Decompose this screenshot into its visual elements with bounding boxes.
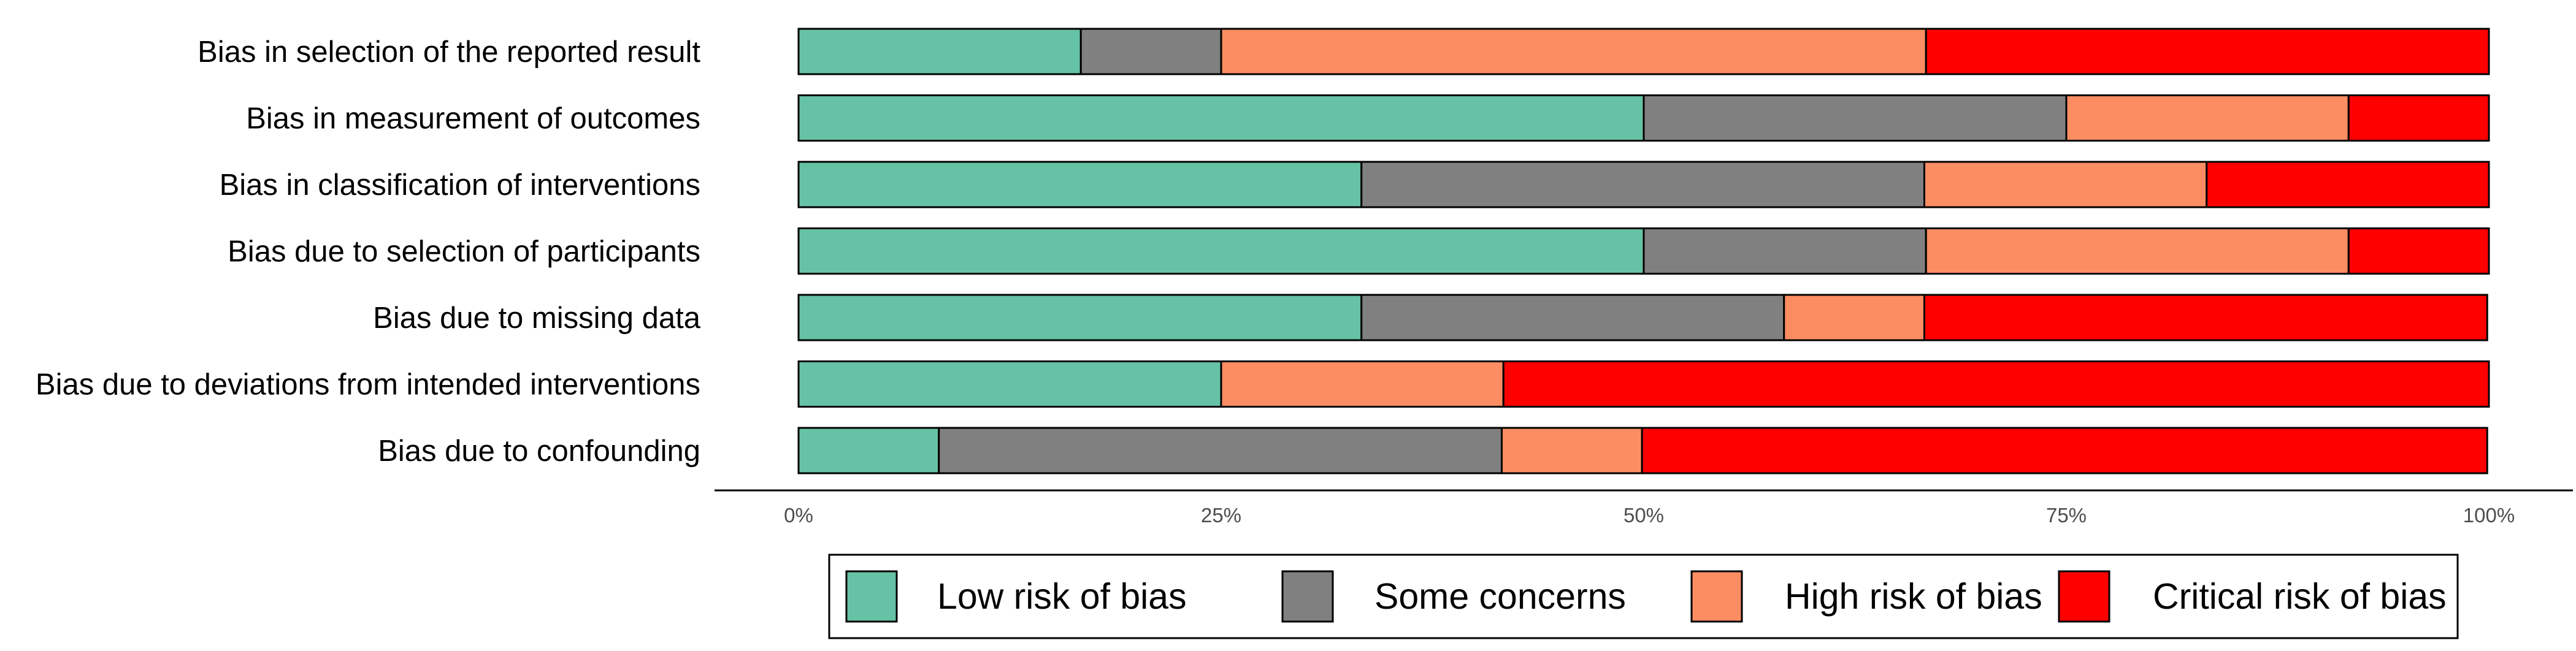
domain-label-bias-in-selection-of-the-reported-result: Bias in selection of the reported result [197, 36, 700, 69]
bar-segment-some-concerns-bias-in-measurement-of-outcomes [1643, 94, 2068, 142]
x-tick-label: 100% [2463, 504, 2515, 527]
bar-segment-some-concerns-bias-in-selection-of-the-reported-result [1079, 28, 1222, 75]
bar-segment-high-risk-of-bias-bias-due-to-confounding [1500, 427, 1643, 474]
bar-segment-high-risk-of-bias-bias-in-selection-of-the-reported-result [1220, 28, 1927, 75]
bar-segment-critical-risk-of-bias-bias-due-to-confounding [1641, 427, 2488, 474]
bar-segment-low-risk-of-bias-bias-due-to-deviations-from-intended-interventions [797, 360, 1222, 408]
bar-segment-critical-risk-of-bias-bias-due-to-missing-data [1923, 294, 2488, 341]
domain-label-bias-due-to-selection-of-participants: Bias due to selection of participants [228, 235, 700, 268]
domain-label-bias-due-to-missing-data: Bias due to missing data [373, 302, 701, 335]
legend-label-critical-risk-of-bias: Critical risk of bias [2153, 576, 2447, 617]
domain-label-bias-due-to-confounding: Bias due to confounding [378, 435, 700, 468]
x-axis: 0% 25% 50% 75% 100% [715, 489, 2573, 527]
bar-segment-some-concerns-bias-due-to-confounding [938, 427, 1503, 474]
bar-segment-high-risk-of-bias-bias-due-to-deviations-from-intended-interventions [1220, 360, 1505, 408]
legend-key-some-concerns [1281, 570, 1334, 623]
legend-key-high-risk-of-bias [1690, 570, 1743, 623]
bar-segment-low-risk-of-bias-bias-due-to-selection-of-participants [797, 227, 1645, 275]
bar-segment-high-risk-of-bias-bias-due-to-missing-data [1783, 294, 1925, 341]
bar-segment-critical-risk-of-bias-bias-due-to-selection-of-participants [2347, 227, 2490, 275]
x-tick-label: 50% [1623, 504, 1664, 527]
domain-labels: Bias in selection of the reported result… [36, 36, 701, 468]
legend-key-low-risk-of-bias [845, 570, 898, 623]
bar-segment-critical-risk-of-bias-bias-in-classification-of-interventions [2206, 161, 2490, 208]
bar-segment-high-risk-of-bias-bias-in-measurement-of-outcomes [2065, 94, 2350, 142]
bar-segment-high-risk-of-bias-bias-in-classification-of-interventions [1923, 161, 2208, 208]
legend-label-high-risk-of-bias: High risk of bias [1785, 576, 2042, 617]
legend-box [828, 554, 2459, 639]
bar-segment-critical-risk-of-bias-bias-in-measurement-of-outcomes [2347, 94, 2490, 142]
bar-segment-low-risk-of-bias-bias-due-to-confounding [797, 427, 940, 474]
legend-label-some-concerns: Some concerns [1374, 576, 1626, 617]
bar-segment-some-concerns-bias-due-to-selection-of-participants [1643, 227, 1927, 275]
bar-segment-critical-risk-of-bias-bias-due-to-deviations-from-intended-interventions [1502, 360, 2490, 408]
legend-label-low-risk-of-bias: Low risk of bias [937, 576, 1187, 617]
bar-segment-some-concerns-bias-in-classification-of-interventions [1360, 161, 1925, 208]
legend: Low risk of bias Some concerns High risk o… [828, 554, 2459, 639]
domain-label-bias-in-measurement-of-outcomes: Bias in measurement of outcomes [246, 102, 700, 135]
x-tick-label: 0% [784, 504, 813, 527]
bar-segment-high-risk-of-bias-bias-due-to-selection-of-participants [1925, 227, 2350, 275]
bar-segment-low-risk-of-bias-bias-in-measurement-of-outcomes [797, 94, 1645, 142]
bar-segment-low-risk-of-bias-bias-due-to-missing-data [797, 294, 1363, 341]
legend-key-critical-risk-of-bias [2058, 570, 2110, 623]
domain-label-bias-in-classification-of-interventions: Bias in classification of interventions [220, 169, 700, 202]
domain-label-bias-due-to-deviations-from-intended-interventions: Bias due to deviations from intended int… [36, 368, 700, 402]
x-tick-label: 75% [2046, 504, 2087, 527]
bar-segment-low-risk-of-bias-bias-in-classification-of-interventions [797, 161, 1363, 208]
bar-segment-low-risk-of-bias-bias-in-selection-of-the-reported-result [797, 28, 1082, 75]
bars-layer [797, 28, 2490, 474]
x-tick-label: 25% [1201, 504, 1241, 527]
bar-segment-some-concerns-bias-due-to-missing-data [1360, 294, 1785, 341]
bar-segment-critical-risk-of-bias-bias-in-selection-of-the-reported-result [1925, 28, 2490, 75]
